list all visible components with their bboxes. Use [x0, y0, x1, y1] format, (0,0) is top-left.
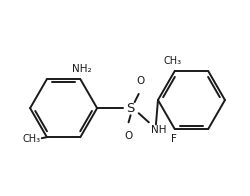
Text: O: O [136, 76, 145, 86]
Text: NH₂: NH₂ [72, 64, 91, 74]
Text: NH: NH [151, 125, 166, 135]
Text: O: O [124, 132, 133, 142]
Text: F: F [171, 134, 177, 144]
Text: S: S [126, 102, 135, 115]
Text: CH₃: CH₃ [23, 134, 41, 144]
Text: CH₃: CH₃ [164, 56, 182, 66]
